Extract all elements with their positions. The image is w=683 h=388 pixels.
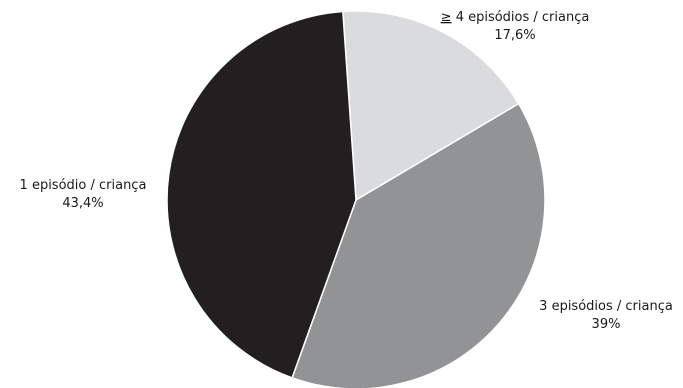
slice-value-3-episodes: 39% (592, 317, 621, 332)
slice-label-ge4-episodes: ≥ 4 episódios / criança (441, 10, 590, 25)
slice-value-ge4-episodes: 17,6% (494, 28, 535, 43)
slice-3-episodes (291, 102, 546, 388)
slice-label-3-episodes: 3 episódios / criança (539, 299, 673, 314)
pie-slices (166, 10, 546, 388)
slice-value-1-episode: 43,4% (62, 196, 103, 211)
slice-label-ge4-prefix: ≥ (441, 10, 452, 25)
slice-label-ge4-text: 4 episódios / criança (456, 10, 590, 25)
slice-ge4-episodes (342, 10, 520, 202)
slice-label-1-episode: 1 episódio / criança (20, 178, 147, 193)
slice-1-episode (166, 10, 357, 379)
